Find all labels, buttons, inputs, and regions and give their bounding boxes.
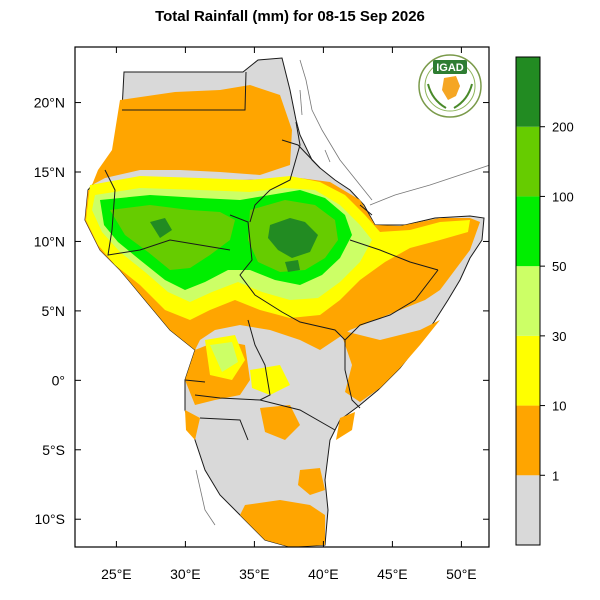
rainfall-field	[84, 57, 489, 547]
map-title: Total Rainfall (mm) for 08-15 Sep 2026	[155, 8, 425, 25]
map-frame	[74, 46, 490, 548]
igad-logo: IGAD	[418, 54, 482, 118]
rain-over-200mm	[150, 218, 318, 272]
lat-tick-label: 20°N	[34, 95, 65, 111]
colorbar-bin	[516, 57, 540, 127]
longitude-axis: 25°E 30°E 35°E 40°E 45°E 50°E	[101, 47, 477, 582]
lat-tick-label: 0°	[52, 372, 65, 388]
lat-tick-label: 15°N	[34, 164, 65, 180]
colorbar: 1 10 30 50 100 200	[515, 56, 574, 546]
africa-map-icon	[442, 76, 460, 100]
lat-tick-label: 5°S	[42, 442, 65, 458]
colorbar-label: 200	[552, 120, 574, 135]
lon-tick-label: 40°E	[308, 566, 339, 582]
latitude-axis: 20°N 15°N 10°N 5°N 0° 5°S 10°S	[34, 95, 489, 527]
colorbar-bin	[516, 475, 540, 545]
country-borders	[104, 71, 439, 441]
colorbar-label: 10	[552, 399, 566, 414]
colorbar-bin	[516, 405, 540, 476]
colorbar-label: 100	[552, 189, 574, 204]
lat-tick-label: 5°N	[42, 303, 66, 319]
colorbar-frame	[515, 56, 541, 546]
lon-tick-label: 45°E	[377, 566, 408, 582]
colorbar-label: 50	[552, 259, 566, 274]
colorbar-bin	[516, 266, 540, 336]
colorbar-bin	[516, 196, 540, 267]
lat-tick-label: 10°S	[34, 511, 65, 527]
lat-tick-label: 10°N	[34, 233, 65, 249]
lon-tick-label: 50°E	[446, 566, 477, 582]
coastlines	[195, 59, 489, 526]
logo-text: IGAD	[436, 62, 464, 74]
colorbar-bin	[516, 126, 540, 197]
lon-tick-label: 30°E	[170, 566, 201, 582]
colorbar-label: 30	[552, 329, 566, 344]
lon-tick-label: 35°E	[239, 566, 270, 582]
lon-tick-label: 25°E	[101, 566, 132, 582]
laurel-icon	[427, 83, 473, 109]
colorbar-label: 1	[552, 468, 559, 483]
colorbar-bin	[516, 335, 540, 406]
